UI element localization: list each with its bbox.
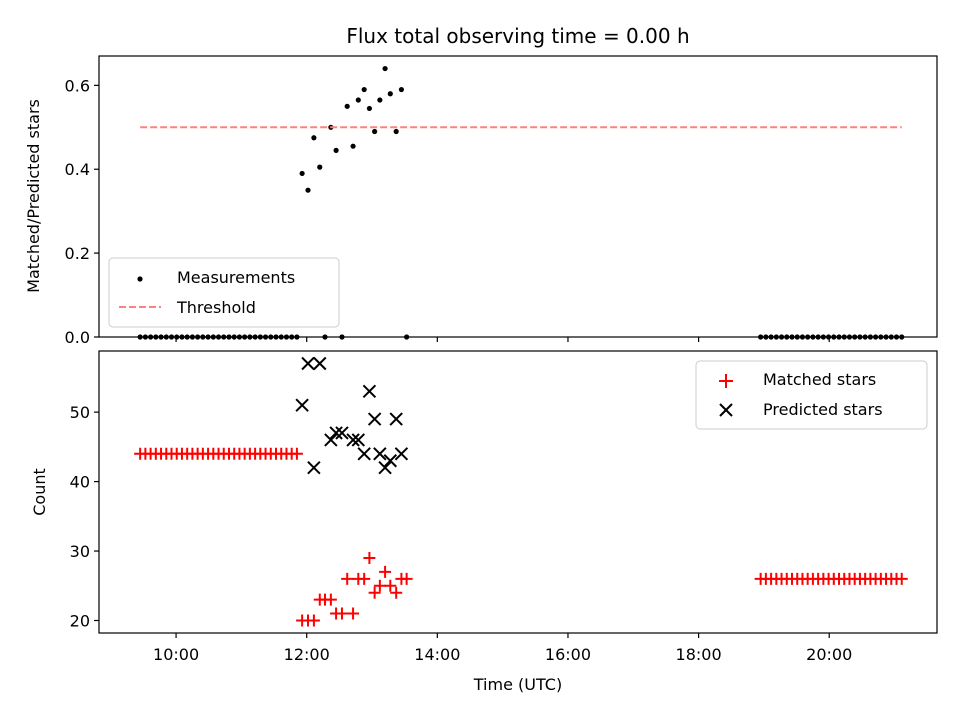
measurements-point bbox=[355, 97, 361, 103]
count-y-tick-label: 40 bbox=[70, 473, 90, 492]
matched-stars-point bbox=[895, 572, 908, 585]
matched-stars-point bbox=[335, 607, 348, 620]
count-x-tick-label: 16:00 bbox=[545, 645, 591, 664]
legend-threshold-label: Threshold bbox=[176, 298, 256, 317]
ratio-y-axis-label: Matched/Predicted stars bbox=[24, 99, 43, 293]
count-y-tick-label: 20 bbox=[70, 611, 90, 630]
count-x-tick-label: 14:00 bbox=[414, 645, 460, 664]
measurements-point bbox=[366, 105, 373, 112]
ratio-y-tick-label: 0.6 bbox=[65, 76, 90, 95]
measurements-point bbox=[361, 86, 367, 93]
measurements-point bbox=[387, 91, 393, 97]
legend-predicted-label: Predicted stars bbox=[763, 400, 883, 419]
ratio-legend-box bbox=[108, 257, 340, 328]
predicted-stars-point bbox=[301, 356, 315, 371]
measurements-point bbox=[344, 103, 350, 109]
measurements-point bbox=[299, 170, 305, 177]
count-x-tick-label: 10:00 bbox=[153, 645, 199, 664]
count-x-tick-label: 18:00 bbox=[676, 645, 722, 664]
matched-stars-point bbox=[379, 565, 392, 578]
predicted-stars-point bbox=[335, 426, 349, 440]
measurements-point bbox=[382, 65, 388, 72]
measurements-point bbox=[317, 164, 323, 170]
measurements-point bbox=[333, 147, 339, 153]
ratio-axes-frame bbox=[98, 55, 938, 338]
predicted-stars-point bbox=[313, 356, 327, 371]
ratio-y-tick-label: 0.0 bbox=[65, 328, 90, 347]
predicted-stars-point bbox=[329, 426, 343, 440]
predicted-stars-point bbox=[394, 447, 409, 461]
count-y-tick-label: 30 bbox=[70, 542, 90, 561]
measurements-point bbox=[305, 187, 311, 193]
x-axis-label: Time (UTC) bbox=[473, 675, 562, 694]
count-marks bbox=[134, 356, 908, 627]
predicted-stars-point bbox=[351, 433, 366, 447]
count-x-ticks: 10:00 12:00 14:00 16:00 18:00 20:00 bbox=[153, 633, 852, 664]
count-legend-box bbox=[695, 360, 928, 430]
ratio-x-ticks bbox=[175, 337, 830, 342]
measurements-point bbox=[372, 128, 378, 135]
measurements-point bbox=[350, 143, 356, 149]
predicted-stars-point bbox=[357, 447, 371, 461]
predicted-stars-point bbox=[346, 433, 360, 447]
matched-stars-point bbox=[347, 607, 360, 620]
matched-stars-point bbox=[307, 614, 320, 627]
legend-matched-marker bbox=[719, 374, 733, 388]
matched-stars-point bbox=[368, 586, 381, 599]
count-legend: Matched stars Predicted stars bbox=[695, 360, 928, 430]
predicted-stars-point bbox=[389, 412, 403, 426]
measurements-point bbox=[393, 128, 399, 135]
matched-stars-point bbox=[290, 447, 303, 460]
measurements-point bbox=[398, 86, 405, 93]
predicted-stars-point bbox=[373, 447, 387, 461]
measurements-point bbox=[377, 97, 383, 103]
count-x-tick-label: 12:00 bbox=[284, 645, 330, 664]
matched-stars-point bbox=[390, 586, 403, 599]
ratio-panel: Flux total observing time = 0.00 h 0.00.… bbox=[24, 24, 938, 347]
matched-stars-point bbox=[384, 579, 397, 592]
count-y-axis-label: Count bbox=[30, 468, 49, 516]
ratio-y-tick-label: 0.2 bbox=[65, 244, 90, 263]
count-axes-frame bbox=[98, 350, 938, 634]
legend-measurements-label: Measurements bbox=[177, 268, 295, 287]
matched-stars-point bbox=[324, 593, 337, 606]
predicted-stars-point bbox=[324, 433, 338, 447]
predicted-stars-point bbox=[362, 384, 377, 398]
count-x-tick-label: 20:00 bbox=[806, 645, 852, 664]
measurements-point bbox=[311, 135, 317, 141]
matched-stars-point bbox=[363, 551, 376, 564]
predicted-stars-point bbox=[367, 412, 382, 426]
predicted-stars-point bbox=[378, 460, 392, 475]
legend-predicted-marker bbox=[719, 403, 733, 417]
matched-stars-point bbox=[358, 572, 371, 585]
count-y-tick-label: 50 bbox=[70, 403, 90, 422]
matched-stars-point bbox=[400, 572, 413, 585]
ratio-legend: Measurements Threshold bbox=[108, 257, 340, 328]
predicted-stars-point bbox=[383, 454, 398, 468]
matched-stars-point bbox=[341, 572, 354, 585]
matched-stars-point bbox=[373, 579, 386, 592]
chart-title: Flux total observing time = 0.00 h bbox=[346, 24, 689, 48]
legend-matched-label: Matched stars bbox=[763, 370, 876, 389]
ratio-y-ticks: 0.0 0.2 0.4 0.6 bbox=[65, 76, 99, 347]
predicted-stars-point bbox=[307, 460, 321, 475]
legend-measurements-marker bbox=[137, 276, 143, 282]
predicted-stars-point bbox=[295, 398, 309, 412]
ratio-y-tick-label: 0.4 bbox=[65, 160, 90, 179]
count-y-ticks: 20 30 40 50 bbox=[70, 403, 99, 630]
